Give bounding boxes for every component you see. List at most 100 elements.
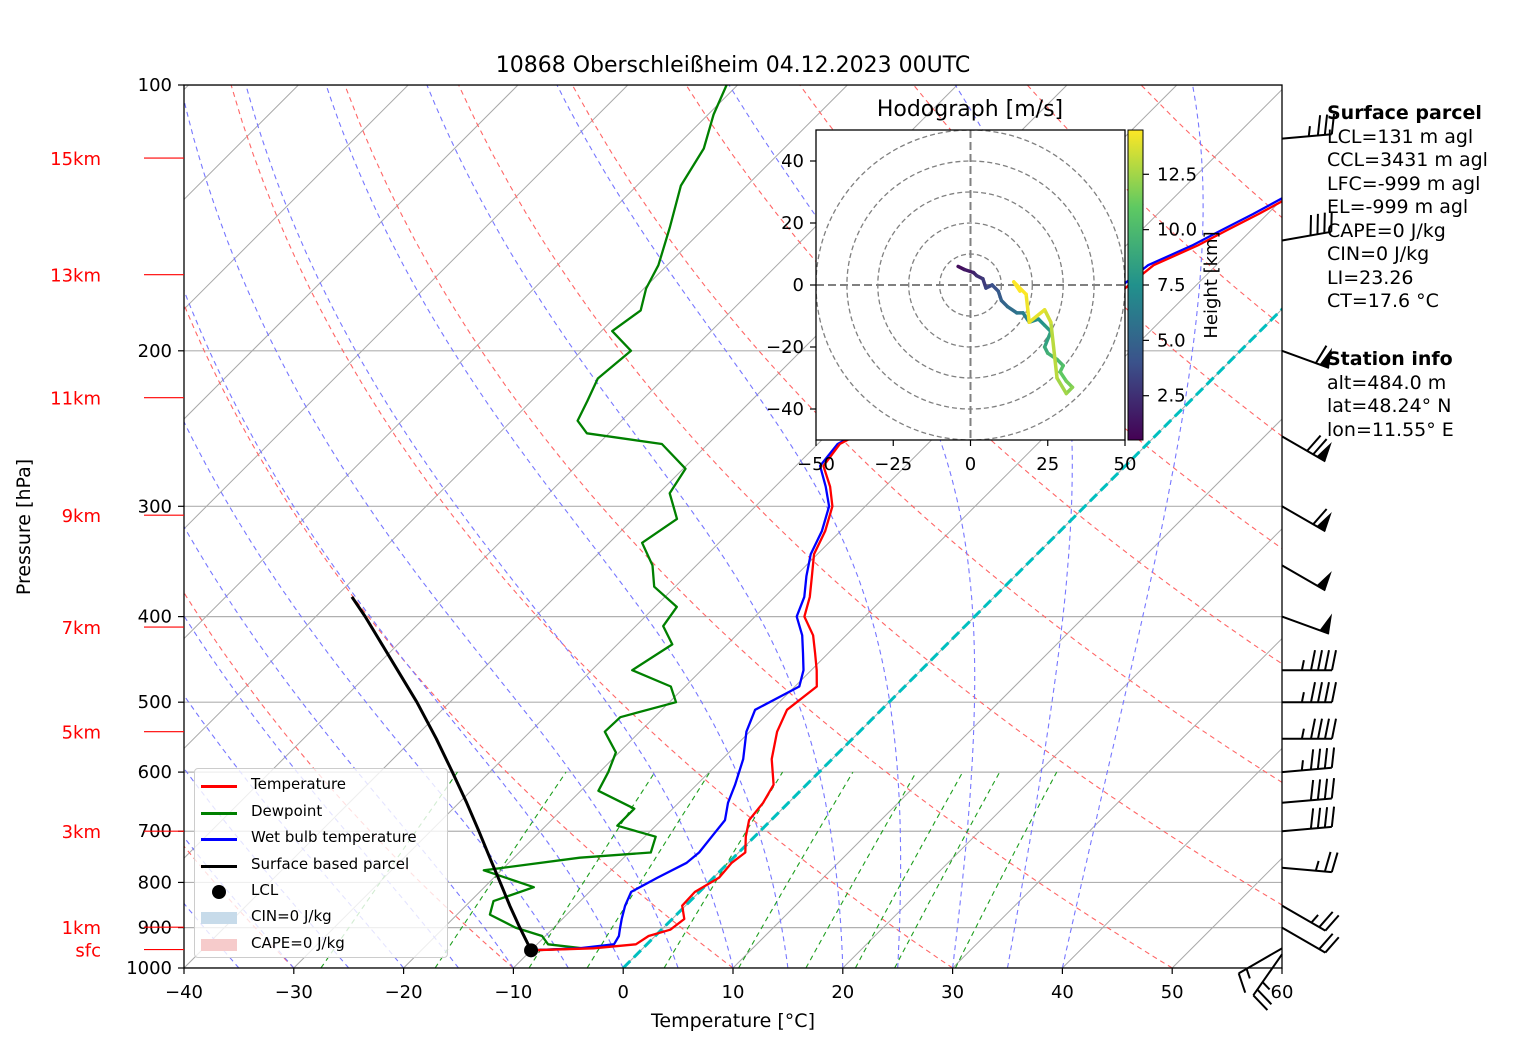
barb-pennant: [1316, 442, 1332, 462]
barb-flag: [1310, 681, 1316, 703]
x-tick-label: 60: [1271, 982, 1294, 1003]
series-surface-based-parcel: [350, 596, 533, 951]
barb-flag: [1331, 718, 1337, 739]
isotherm-line: [513, 198, 1282, 968]
hodograph-segment: [1055, 376, 1069, 396]
barb-half-flag: [1307, 126, 1311, 137]
barb-flag: [1309, 749, 1315, 770]
hodograph-x-tick-label: 0: [965, 454, 976, 475]
x-axis: −40 −30 −20 −10 0 10 20 30 40 50 60: [165, 968, 1293, 1003]
wind-barb: [1281, 904, 1340, 932]
barb-shaft: [1281, 133, 1332, 140]
y-tick-label: 200: [138, 341, 172, 362]
barb-half-flag: [1300, 660, 1305, 671]
mixing-ratio-line: [854, 771, 964, 968]
moist-adiabat: [325, 85, 789, 968]
wind-barb: [1281, 505, 1332, 533]
barb-shaft: [1281, 564, 1326, 592]
wind-barb: [1281, 851, 1339, 874]
chart-title: 10868 Oberschleißheim 04.12.2023 00UTC: [496, 53, 971, 78]
wind-barb: [1281, 211, 1333, 242]
y-tick-label: 100: [138, 75, 172, 96]
isotherm-line: [184, 85, 409, 310]
mixing-ratio-line: [738, 771, 854, 968]
height-tick-label: 3km: [62, 822, 101, 843]
surface-parcel-info: Surface parcel LCL=131 m agl CCL=3431 m …: [1327, 102, 1488, 314]
wind-barb: [1282, 650, 1337, 672]
parcel-cin: CIN=0 J/kg: [1327, 243, 1430, 265]
y-tick-label: 400: [138, 607, 172, 628]
x-axis-label: Temperature [°C]: [650, 1010, 815, 1032]
colorbar-axis: 2.5 5.0 7.5 10.0 12.5: [1143, 164, 1197, 407]
surface-parcel-heading: Surface parcel: [1327, 102, 1482, 124]
barb-pennant: [1319, 613, 1333, 634]
y-tick-label: 900: [138, 918, 172, 939]
hodograph-x-tick-label: 25: [1036, 454, 1059, 475]
barb-flag: [1324, 681, 1330, 703]
height-tick-label: 13km: [50, 266, 101, 287]
mixing-ratio-line: [805, 771, 917, 968]
colorbar-tick-label: 10.0: [1157, 220, 1197, 241]
station-info: Station info alt=484.0 m lat=48.24° N lo…: [1327, 348, 1454, 442]
barb-shaft: [1281, 766, 1332, 774]
barb-flag: [1330, 806, 1336, 827]
barb-half-flag: [1310, 914, 1319, 924]
barb-flag: [1331, 650, 1337, 671]
parcel-lcl: LCL=131 m agl: [1327, 125, 1474, 148]
height-tick-label: sfc: [75, 941, 101, 962]
barb-flag: [1316, 115, 1322, 136]
barb-flag: [1252, 994, 1269, 1011]
hodograph-segment: [1024, 292, 1031, 324]
wind-barb: [1281, 345, 1333, 369]
isotherm-line: [952, 637, 1282, 968]
moist-adiabat: [184, 97, 679, 968]
wind-barbs: [1237, 113, 1340, 1011]
station-info-heading: Station info: [1327, 348, 1453, 370]
barb-flag: [1312, 508, 1328, 525]
barb-flag: [1256, 988, 1273, 1006]
hodograph: −50 −25 0 25 50 40 20 0 −20 −40 Hodograph [m/s] 2…: [766, 97, 1222, 475]
station-latitude: lat=48.24° N: [1327, 395, 1452, 417]
barb-flag: [1237, 973, 1247, 993]
y-axis-label: Pressure [hPa]: [13, 459, 35, 595]
hodograph-segment: [1042, 329, 1053, 349]
wind-barb: [1281, 113, 1336, 140]
mixing-ratio-line: [528, 771, 656, 968]
x-tick-label: 50: [1161, 982, 1184, 1003]
hodograph-trace: [956, 264, 1075, 396]
barb-pennant: [1319, 347, 1333, 368]
legend-label: CIN=0 J/kg: [251, 907, 332, 925]
colorbar-tick-label: 2.5: [1157, 386, 1186, 407]
barb-flag: [1324, 914, 1340, 932]
colorbar-tick-label: 7.5: [1157, 275, 1186, 296]
hodograph-segment: [1012, 280, 1022, 293]
isotherm-line: [184, 85, 519, 420]
parcel-cape: CAPE=0 J/kg: [1327, 219, 1446, 242]
wind-barb: [1281, 926, 1340, 954]
barb-flag: [1330, 852, 1339, 873]
series-temperature: [531, 199, 1282, 952]
isotherm-line: [842, 528, 1282, 968]
legend-item-dewpoint: Dewpoint: [195, 800, 445, 826]
x-tick-label: 40: [1051, 982, 1074, 1003]
x-tick-label: 10: [722, 982, 745, 1003]
barb-shaft: [1281, 926, 1326, 954]
x-tick-label: 30: [941, 982, 964, 1003]
parcel-li: LI=23.26: [1327, 266, 1414, 289]
wind-barb: [1282, 681, 1337, 704]
barb-half-flag: [1300, 691, 1305, 703]
barb-flag: [1310, 718, 1316, 739]
barb-flag: [1324, 718, 1330, 739]
hodograph-segment: [1027, 308, 1047, 324]
barb-flag: [1318, 911, 1334, 928]
barb-shaft: [1281, 904, 1326, 932]
legend-label: Temperature: [251, 775, 347, 793]
mixing-ratio-line: [894, 771, 1001, 968]
height-tick-label: 15km: [50, 149, 101, 170]
colorbar-tick-label: 12.5: [1157, 164, 1197, 185]
hodograph-colorbar: [1127, 129, 1144, 441]
isotherm-line: [184, 85, 848, 750]
barb-flag: [1309, 808, 1315, 829]
wind-barb: [1252, 953, 1283, 1011]
